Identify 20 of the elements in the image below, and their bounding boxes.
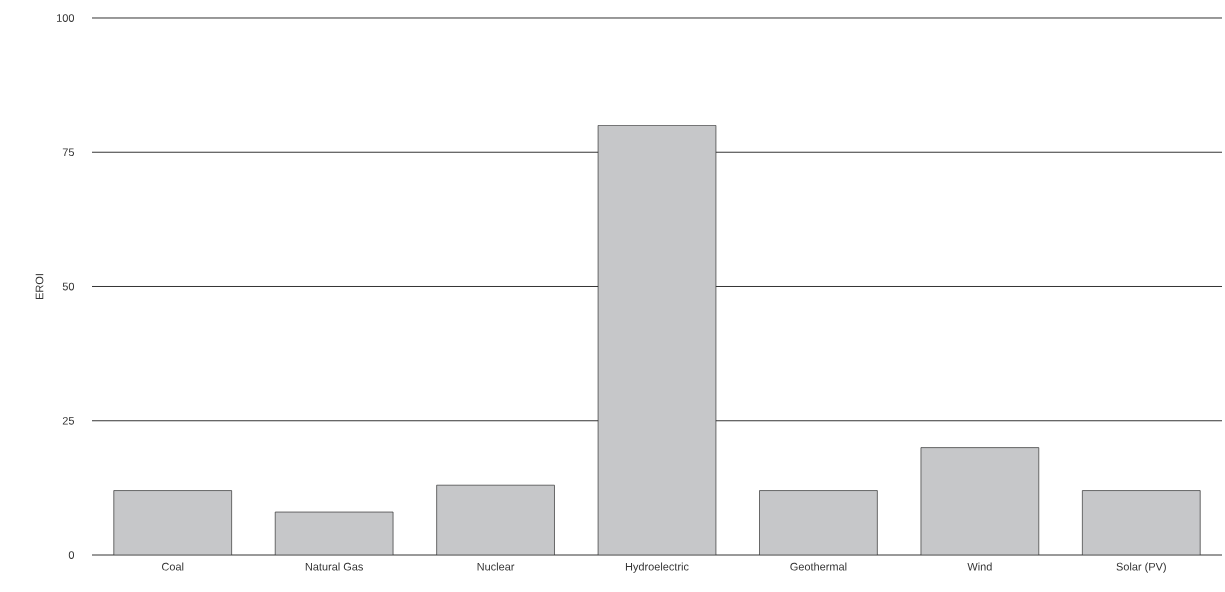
y-tick-label: 25 [62, 416, 75, 425]
bar [274, 511, 394, 555]
x-tick-label: Nuclear [477, 562, 515, 571]
bar [1082, 490, 1201, 555]
x-tick-label: Solar (PV) [1116, 562, 1166, 573]
bar [920, 447, 1040, 555]
y-tick-label: 50 [62, 282, 75, 291]
bar [597, 125, 717, 555]
bar [113, 490, 232, 555]
x-tick-label: Hydroelectric [625, 562, 689, 573]
x-tick-label: Geothermal [790, 562, 847, 571]
x-tick-label: Coal [162, 562, 184, 571]
x-tick-label: Natural Gas [305, 562, 363, 571]
bar [759, 490, 878, 555]
y-tick-label: 75 [62, 148, 75, 157]
y-tick-label: 100 [57, 14, 75, 22]
y-axis-title: EROI [35, 274, 44, 299]
y-tick-label: 0 [68, 551, 75, 559]
x-tick-label: Wind [967, 562, 992, 571]
bar [436, 485, 555, 555]
